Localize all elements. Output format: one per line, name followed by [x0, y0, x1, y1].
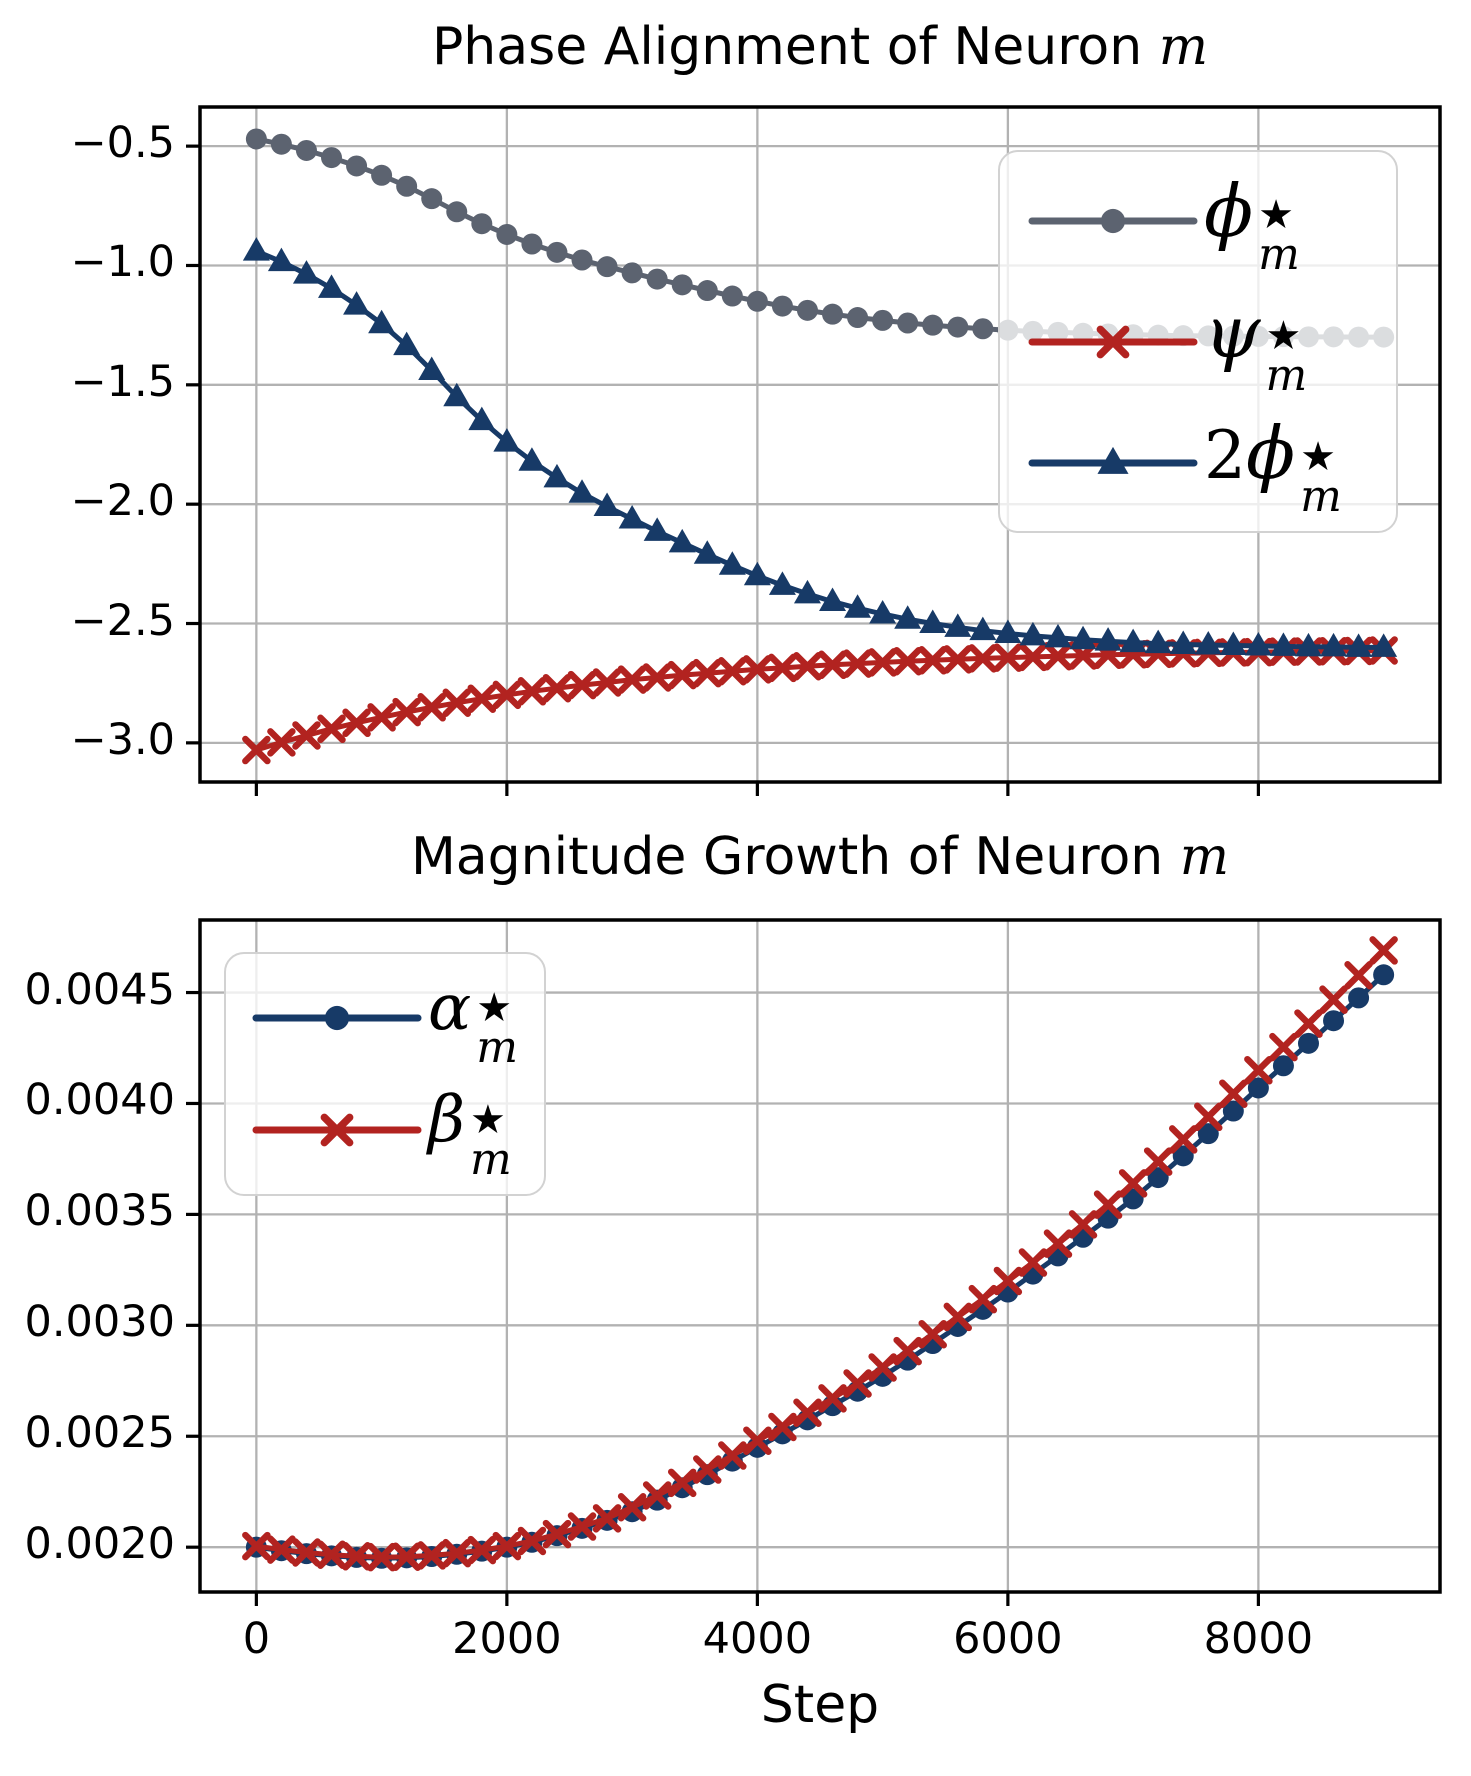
psi-label-sub: m — [1265, 349, 1308, 401]
x-tick-label: 6000 — [953, 1614, 1063, 1664]
x-axis-label: Step — [760, 1675, 880, 1735]
y-tick-label: 0.0035 — [24, 1186, 175, 1237]
legend-item-alpha: α ★ m — [226, 971, 544, 1069]
y-tick-label: 0.0040 — [24, 1075, 175, 1126]
star-icon: ★ — [1258, 191, 1294, 238]
y-tick-label: −0.5 — [70, 118, 175, 169]
y-tick-label: −3.0 — [70, 714, 175, 765]
psi-label-base: ψ — [1204, 290, 1261, 375]
phi-label-base: ϕ — [1204, 169, 1254, 254]
phase-legend: ϕ ★ m ψ ★ m 2ϕ ★ m — [998, 150, 1398, 533]
phi-legend-label: ϕ ★ m — [1204, 169, 1300, 276]
beta-label-base: β — [428, 1083, 465, 1158]
magnitude-axes: 0.0020 0.0025 0.0030 0.0035 0.0040 0.0045 0 200… — [25, 918, 1442, 1735]
y-tick-label: −2.0 — [70, 476, 175, 527]
x-tick-label: 8000 — [1203, 1614, 1314, 1664]
legend-item-two-phi: 2ϕ ★ m — [1000, 411, 1396, 518]
star-icon: ★ — [1265, 312, 1302, 359]
phi-legend-sample-line — [1028, 208, 1198, 233]
y-tick-label: 0.0045 — [24, 964, 175, 1015]
phase-chart-title: Phase Alignment of Neuron m — [200, 17, 1440, 78]
magnitude-chart-title: Magnitude Growth of Neuron m — [200, 827, 1440, 888]
alpha-label-sub: m — [476, 1021, 518, 1073]
x-tick-label: 4000 — [702, 1614, 813, 1664]
star-icon: ★ — [476, 984, 513, 1031]
two-phi-label-prefix: 2 — [1204, 417, 1246, 495]
magnitude-chart-title-text: Magnitude Growth of Neuron — [410, 827, 1180, 887]
psi-legend-label: ψ ★ m — [1204, 290, 1307, 397]
legend-item-psi: ψ ★ m — [1000, 290, 1396, 397]
magnitude-plot-svg — [186, 918, 1442, 1606]
beta-legend-sample-line — [252, 1113, 422, 1147]
phase-plot-svg — [186, 105, 1442, 796]
phase-axes: −0.5 −1.0 −1.5 −2.0 −2.5 −3.0 ϕ ★ m ψ ★ m 2ϕ ★ m — [71, 105, 1442, 796]
psi-legend-sample-line — [1028, 325, 1198, 358]
x-tick-label: 0 — [242, 1614, 271, 1664]
two-phi-legend-label: 2ϕ ★ m — [1204, 411, 1342, 518]
alpha-label-base: α — [428, 971, 472, 1046]
beta-legend-label: β ★ m — [428, 1083, 512, 1181]
y-tick-label: −1.5 — [70, 356, 175, 407]
legend-item-phi: ϕ ★ m — [1000, 169, 1396, 276]
y-tick-label: −1.0 — [70, 237, 175, 288]
beta-label-sub: m — [470, 1133, 512, 1185]
alpha-legend-label: α ★ m — [428, 971, 518, 1069]
phi-label-sub: m — [1258, 228, 1300, 280]
phase-chart-title-math: m — [1158, 17, 1209, 77]
magnitude-legend: α ★ m β ★ m — [224, 952, 546, 1196]
star-icon: ★ — [1300, 433, 1336, 480]
x-tick-label: 2000 — [452, 1614, 562, 1664]
legend-item-beta: β ★ m — [226, 1083, 544, 1181]
two-phi-label-sub: m — [1300, 470, 1342, 522]
star-icon: ★ — [470, 1096, 506, 1143]
y-tick-label: −2.5 — [70, 595, 175, 646]
y-tick-label: 0.0025 — [24, 1408, 175, 1459]
two-phi-legend-sample-line — [1028, 446, 1198, 474]
magnitude-chart-title-math: m — [1179, 827, 1230, 887]
y-tick-label: 0.0020 — [24, 1519, 175, 1570]
two-phi-label-base: ϕ — [1246, 411, 1296, 496]
phase-chart-title-text: Phase Alignment of Neuron — [431, 17, 1159, 77]
y-tick-label: 0.0030 — [24, 1297, 175, 1348]
alpha-legend-sample-line — [252, 1005, 422, 1031]
